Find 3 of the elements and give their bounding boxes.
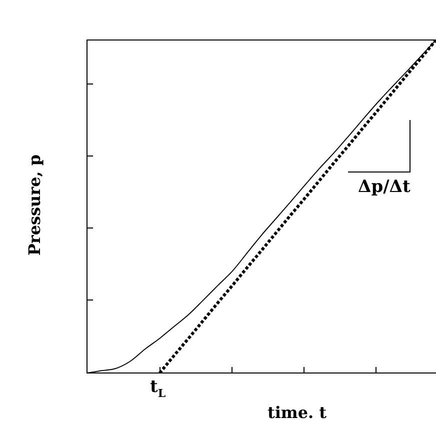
x-axis-title: time. t [267, 403, 328, 422]
y-axis-title: Pressure, p [25, 154, 44, 256]
annotation: Δp/Δt [358, 177, 410, 197]
